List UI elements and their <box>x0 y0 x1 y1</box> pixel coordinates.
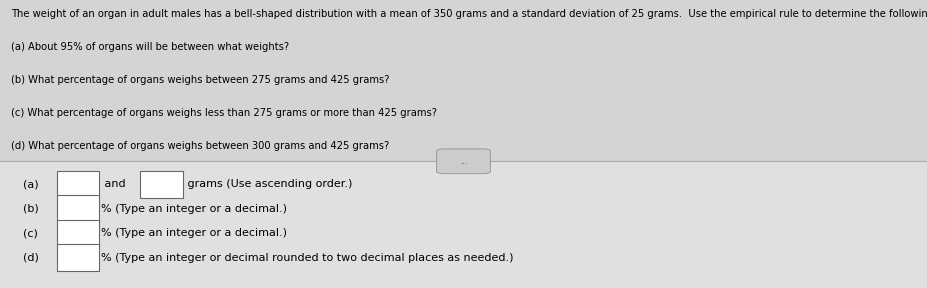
FancyBboxPatch shape <box>57 171 99 198</box>
FancyBboxPatch shape <box>57 244 99 271</box>
Text: ...: ... <box>460 157 467 166</box>
Text: (c) What percentage of organs weighs less than 275 grams or more than 425 grams?: (c) What percentage of organs weighs les… <box>11 108 438 118</box>
Text: % (Type an integer or decimal rounded to two decimal places as needed.): % (Type an integer or decimal rounded to… <box>101 253 514 263</box>
FancyBboxPatch shape <box>140 171 183 198</box>
Text: The weight of an organ in adult males has a bell-shaped distribution with a mean: The weight of an organ in adult males ha… <box>11 9 927 19</box>
Text: (a) About 95% of organs will be between what weights?: (a) About 95% of organs will be between … <box>11 42 289 52</box>
FancyBboxPatch shape <box>57 195 99 222</box>
Text: (b): (b) <box>23 204 39 214</box>
FancyBboxPatch shape <box>57 220 99 247</box>
FancyBboxPatch shape <box>0 161 927 288</box>
Text: grams (Use ascending order.): grams (Use ascending order.) <box>184 179 353 189</box>
Text: (c): (c) <box>23 228 38 238</box>
Text: (d) What percentage of organs weighs between 300 grams and 425 grams?: (d) What percentage of organs weighs bet… <box>11 141 389 151</box>
Text: % (Type an integer or a decimal.): % (Type an integer or a decimal.) <box>101 204 287 214</box>
Text: and: and <box>101 179 129 189</box>
Text: (d): (d) <box>23 253 39 263</box>
FancyBboxPatch shape <box>437 149 490 174</box>
Text: (a): (a) <box>23 179 39 189</box>
Text: % (Type an integer or a decimal.): % (Type an integer or a decimal.) <box>101 228 287 238</box>
Text: (b) What percentage of organs weighs between 275 grams and 425 grams?: (b) What percentage of organs weighs bet… <box>11 75 389 85</box>
